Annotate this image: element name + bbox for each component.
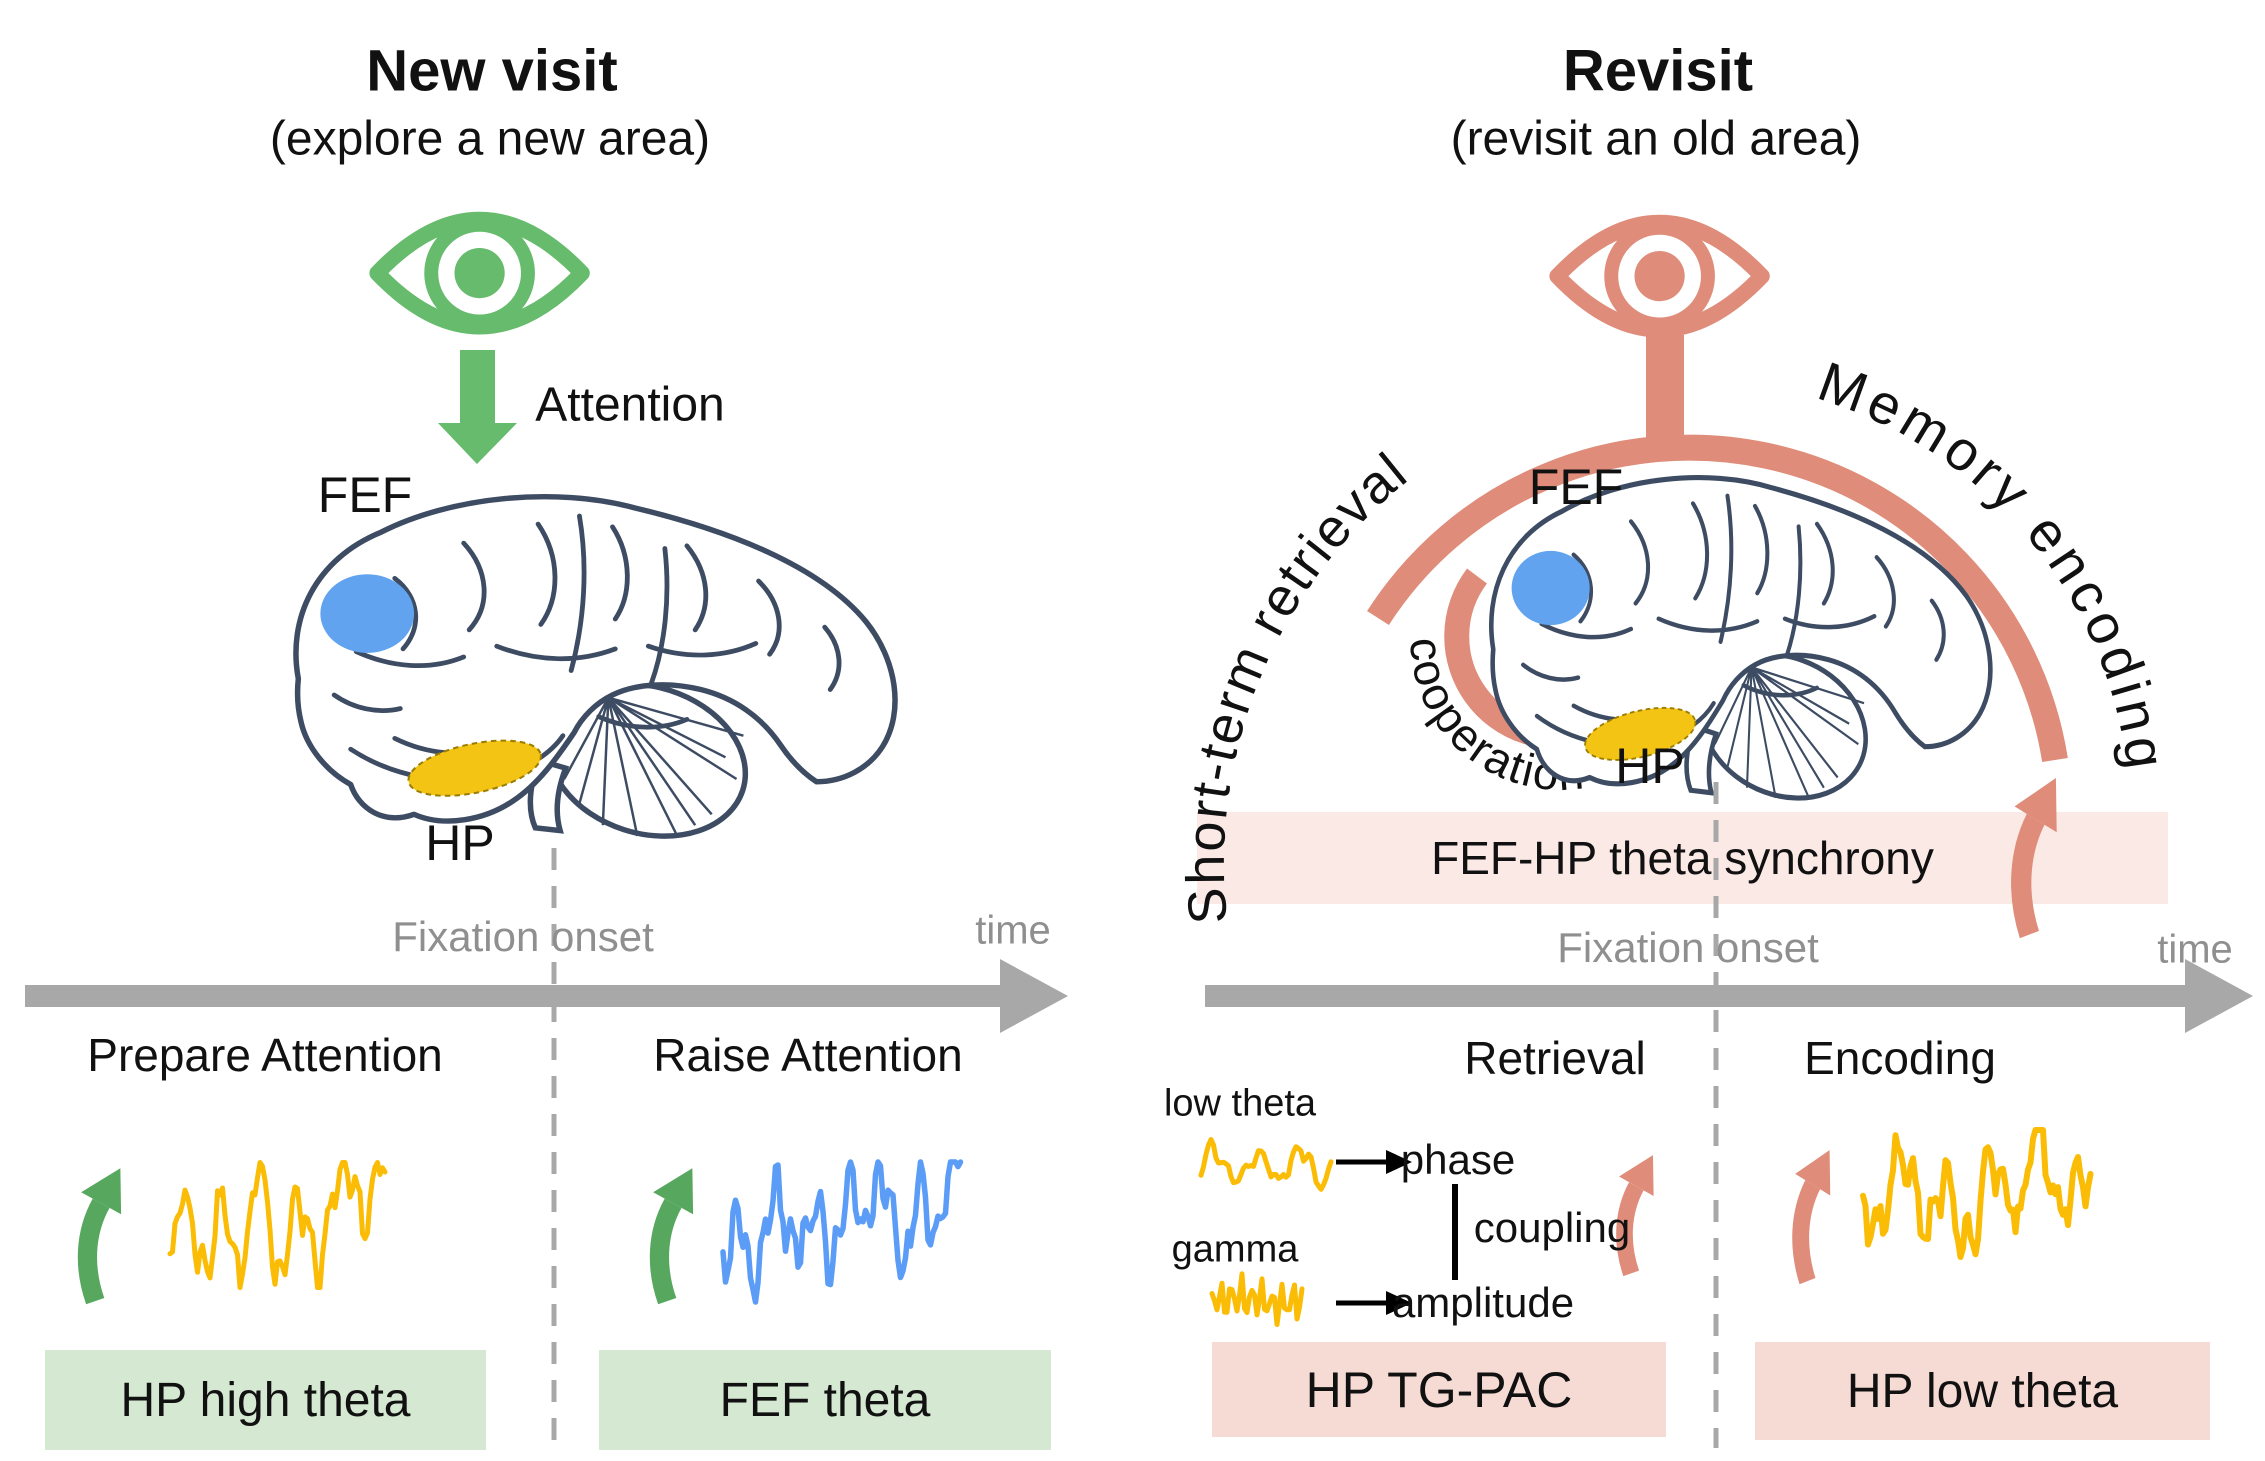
arc-label-short-term-retrieval: Short-term retrieval [1176, 441, 1417, 927]
encoding-label: Encoding [1804, 1032, 1996, 1084]
left-fef-label: FEF [317, 467, 413, 523]
gamma-label: gamma [1171, 1228, 1299, 1271]
right-fef-label: FEF [1528, 459, 1624, 515]
synchrony-bar: FEF-HP theta synchrony [1197, 812, 2168, 904]
phase-arrow [1336, 1150, 1412, 1174]
svg-text:Short-term retrieval: Short-term retrieval [1176, 441, 1419, 927]
left-time-label: time [975, 908, 1051, 953]
synchrony-bar-label: FEF-HP theta synchrony [1431, 832, 1934, 884]
left-fixation-onset-label: Fixation onset [392, 913, 654, 960]
left-panel-title: New visit [366, 38, 618, 104]
fef-theta-waveform [720, 1159, 964, 1305]
hp-tgpac-label: HP TG-PAC [1305, 1361, 1573, 1418]
right-panel-subtitle: (revisit an old area) [1450, 112, 1862, 166]
amplitude-arrow [1336, 1291, 1412, 1315]
fef-theta-box: FEF theta [599, 1350, 1051, 1450]
right-timeline-arrow [1205, 959, 2253, 1033]
hp-low-theta-label: HP low theta [1846, 1364, 2119, 1418]
left-hp-label: HP [425, 815, 495, 871]
left-eye-icon [377, 220, 582, 327]
hp-tgpac-box: HP TG-PAC [1212, 1342, 1666, 1437]
increase-arrow-synchrony [2015, 778, 2057, 935]
hp-high-theta-label: HP high theta [120, 1373, 411, 1427]
hp-high-theta-waveform [167, 1160, 388, 1290]
attention-label: Attention [535, 378, 725, 432]
retrieval-label: Retrieval [1464, 1032, 1646, 1084]
left-brain-illustration [296, 497, 895, 861]
increase-arrow-hp-high-theta [81, 1168, 121, 1301]
increase-arrow-fef-theta [653, 1168, 693, 1301]
low-theta-label: low theta [1163, 1082, 1317, 1125]
memory-loop-arc [1367, 434, 2068, 763]
right-eye-icon [1557, 223, 1762, 330]
amplitude-label: amplitude [1391, 1279, 1575, 1326]
right-fixation-onset-label: Fixation onset [1557, 924, 1819, 971]
right-panel-title: Revisit [1562, 38, 1754, 104]
phase-label: phase [1400, 1136, 1516, 1183]
increase-arrow-hp-low-theta [1795, 1150, 1830, 1281]
encoding-theta-waveform [1860, 1127, 2094, 1260]
right-hp-label: HP [1615, 738, 1685, 794]
hp-low-theta-box: HP low theta [1755, 1342, 2210, 1440]
left-timeline-arrow [25, 959, 1068, 1033]
raise-attention-label: Raise Attention [653, 1029, 963, 1081]
hp-high-theta-box: HP high theta [45, 1350, 486, 1450]
left-panel-subtitle: (explore a new area) [269, 112, 711, 166]
low-theta-waveform [1198, 1137, 1334, 1192]
prepare-attention-label: Prepare Attention [87, 1029, 443, 1081]
attention-down-arrow [438, 350, 517, 464]
gamma-waveform [1209, 1271, 1305, 1327]
eye-stem [1646, 335, 1684, 457]
fef-theta-label: FEF theta [719, 1373, 931, 1427]
right-time-label: time [2157, 927, 2233, 972]
coupling-label: coupling [1473, 1204, 1631, 1251]
